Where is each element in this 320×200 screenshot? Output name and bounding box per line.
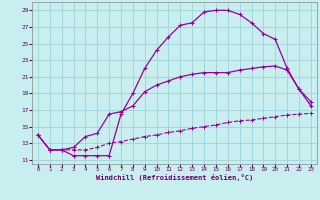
X-axis label: Windchill (Refroidissement éolien,°C): Windchill (Refroidissement éolien,°C) xyxy=(96,174,253,181)
